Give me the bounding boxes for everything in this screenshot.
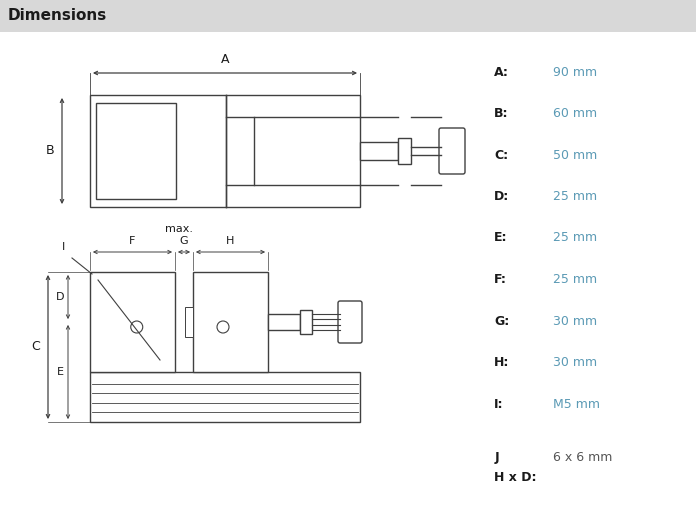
Text: G:: G: — [494, 315, 509, 327]
Text: 50 mm: 50 mm — [553, 149, 598, 161]
Text: I:: I: — [494, 398, 504, 410]
Text: 30 mm: 30 mm — [553, 315, 597, 327]
Bar — [360, 142, 398, 160]
Text: D: D — [56, 292, 64, 302]
Bar — [185, 307, 193, 337]
Text: Dimensions: Dimensions — [8, 8, 107, 23]
Text: A: A — [221, 53, 229, 66]
Text: 25 mm: 25 mm — [553, 190, 597, 203]
Text: H:: H: — [494, 356, 509, 369]
Bar — [268, 314, 300, 330]
Bar — [398, 138, 411, 164]
Text: E:: E: — [494, 231, 507, 244]
Text: M5 mm: M5 mm — [553, 398, 601, 410]
Text: D:: D: — [494, 190, 509, 203]
Bar — [90, 372, 360, 422]
Text: 30 mm: 30 mm — [553, 356, 597, 369]
Bar — [96, 103, 176, 199]
Text: F:: F: — [494, 273, 507, 286]
Bar — [300, 310, 312, 334]
Text: F: F — [129, 236, 136, 246]
Text: C:: C: — [494, 149, 508, 161]
Text: 60 mm: 60 mm — [553, 107, 597, 120]
Text: J: J — [494, 451, 499, 464]
Text: H x D:: H x D: — [494, 471, 537, 484]
Text: 25 mm: 25 mm — [553, 273, 597, 286]
Text: E: E — [56, 367, 63, 377]
Bar — [0, 0, 696, 32]
Text: 90 mm: 90 mm — [553, 66, 597, 78]
Text: B:: B: — [494, 107, 509, 120]
Text: max.: max. — [165, 224, 193, 234]
Circle shape — [217, 321, 229, 333]
FancyBboxPatch shape — [439, 128, 465, 174]
Text: 25 mm: 25 mm — [553, 231, 597, 244]
Text: I: I — [62, 242, 65, 252]
Text: A:: A: — [494, 66, 509, 78]
FancyBboxPatch shape — [338, 301, 362, 343]
Text: B: B — [46, 145, 54, 158]
Text: 6 x 6 mm: 6 x 6 mm — [553, 451, 612, 464]
Text: H: H — [226, 236, 235, 246]
Text: C: C — [31, 340, 40, 353]
Circle shape — [131, 321, 143, 333]
Text: G: G — [180, 236, 189, 246]
Bar — [90, 272, 175, 372]
Bar — [193, 272, 268, 372]
Bar — [90, 95, 360, 207]
